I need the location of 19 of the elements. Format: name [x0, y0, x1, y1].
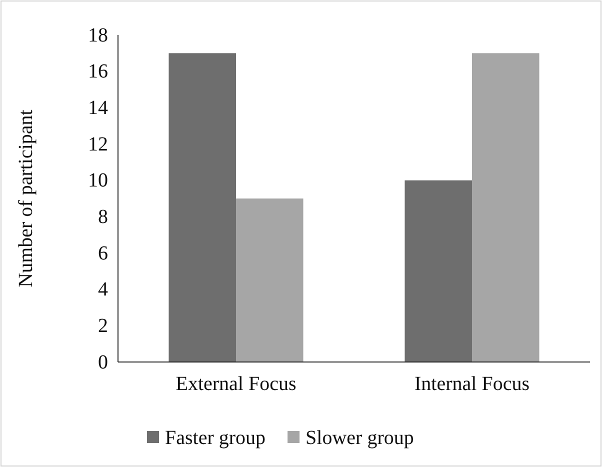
y-tick-label: 16 [88, 60, 108, 83]
bar [404, 180, 472, 362]
bar [236, 198, 304, 362]
x-tick-label: Internal Focus [414, 373, 530, 396]
y-axis-title: Number of participant [15, 109, 37, 288]
y-tick-label: 18 [88, 24, 108, 46]
y-tick-label: 6 [98, 242, 108, 264]
bar [472, 53, 540, 362]
y-tick-label: 4 [98, 278, 108, 301]
y-tick-label: 14 [88, 97, 108, 120]
y-tick-label: 0 [98, 351, 108, 374]
legend-label: Slower group [306, 427, 414, 449]
y-tick-label: 2 [98, 315, 108, 338]
y-tick-label: 12 [88, 133, 108, 156]
y-tick-label: 10 [88, 170, 108, 192]
bar [168, 53, 236, 362]
x-tick-label: External Focus [176, 373, 296, 396]
y-tick-label: 8 [98, 206, 108, 228]
legend-label: Faster group [165, 427, 266, 449]
